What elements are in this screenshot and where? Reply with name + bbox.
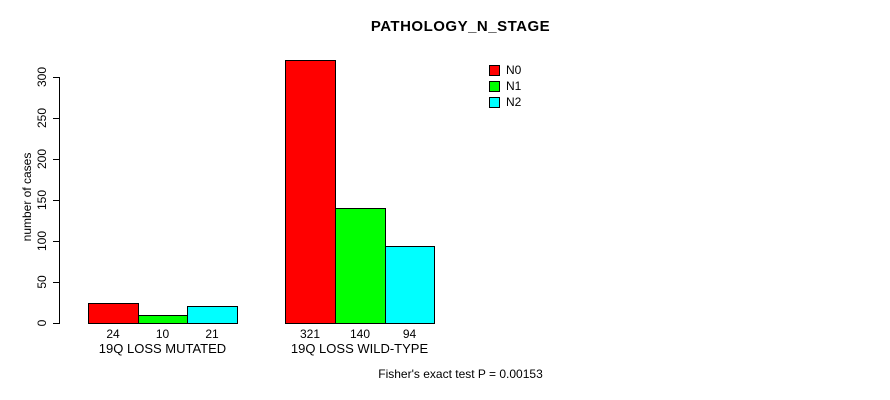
y-tick-label: 250 (35, 107, 49, 129)
legend-label: N2 (506, 95, 522, 109)
bar-value-label: 321 (299, 327, 321, 341)
legend-swatch (489, 97, 500, 108)
y-tick-label: 200 (35, 148, 49, 170)
y-tick (53, 241, 59, 242)
y-axis-line (59, 77, 60, 324)
group-label: 19Q LOSS MUTATED (98, 341, 227, 356)
bar-value-label: 140 (349, 327, 371, 341)
group-label: 19Q LOSS WILD-TYPE (290, 341, 429, 356)
bar-value-label: 10 (155, 327, 170, 341)
y-tick (53, 159, 59, 160)
bar (335, 208, 386, 324)
chart-title: PATHOLOGY_N_STAGE (370, 18, 551, 35)
y-tick-label: 50 (35, 275, 49, 289)
y-tick-label: 150 (35, 189, 49, 211)
bar (385, 246, 435, 324)
legend-swatch (489, 65, 500, 76)
bar (88, 303, 139, 324)
annotation-text: Fisher's exact test P = 0.00153 (378, 367, 543, 381)
y-tick (53, 323, 59, 324)
legend-label: N1 (506, 79, 522, 93)
y-tick-label: 100 (35, 230, 49, 252)
y-axis-label: number of cases (20, 152, 34, 242)
bar-value-label: 24 (106, 327, 120, 341)
y-tick-label: 300 (35, 66, 49, 88)
y-tick (53, 200, 59, 201)
legend-swatch (489, 81, 500, 92)
bar-value-label: 21 (205, 327, 219, 341)
bar (285, 60, 336, 324)
bar (187, 306, 238, 324)
bar-value-label: 94 (402, 327, 417, 341)
y-tick (53, 118, 59, 119)
bar (138, 315, 188, 324)
y-tick-label: 0 (35, 319, 49, 327)
legend-label: N0 (506, 63, 522, 77)
y-tick (53, 77, 59, 78)
y-tick (53, 282, 59, 283)
